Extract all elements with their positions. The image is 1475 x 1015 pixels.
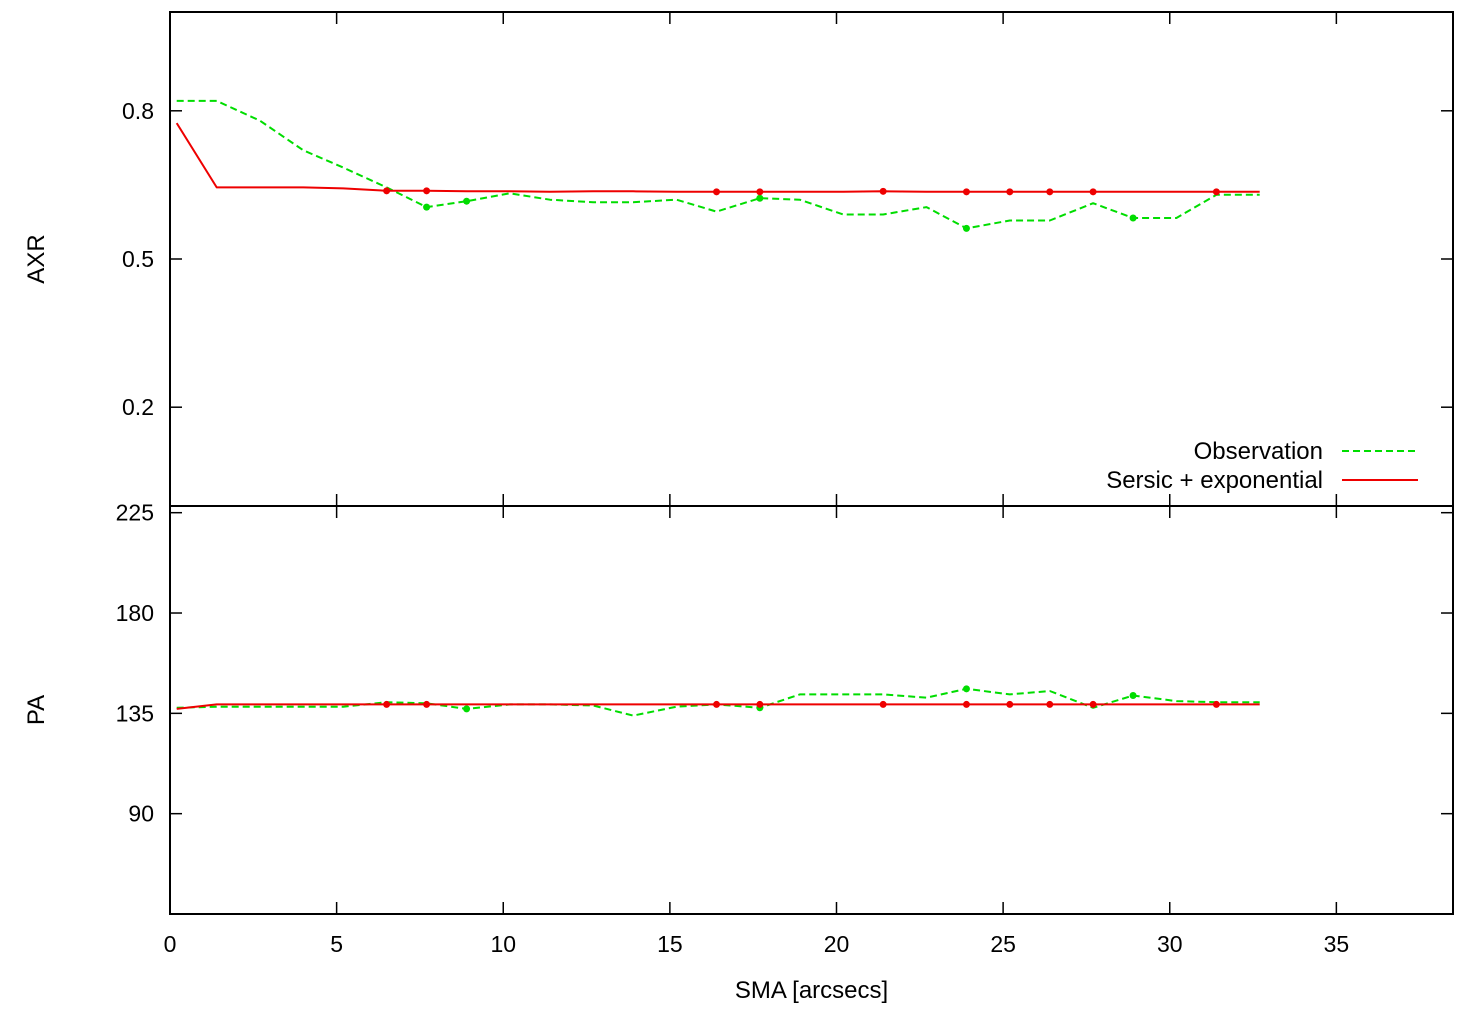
y-tick-label: 135	[116, 700, 154, 726]
y-tick-label: 90	[128, 801, 154, 827]
data-point-sersic-exponential	[1212, 188, 1220, 196]
x-tick-label: 20	[824, 931, 850, 957]
data-point-sersic-exponential	[383, 187, 391, 195]
data-point-observation	[756, 194, 764, 202]
data-point-sersic-exponential	[1006, 188, 1014, 196]
data-point-observation	[423, 203, 431, 211]
y-tick-label: 180	[116, 600, 154, 626]
x-tick-label: 30	[1157, 931, 1183, 957]
series-line-observation	[176, 99, 1260, 230]
data-point-observation	[962, 224, 970, 232]
data-point-sersic-exponential	[1089, 188, 1097, 196]
plot-frame-bottom	[169, 505, 1454, 915]
y-tick-label: 225	[116, 500, 154, 526]
data-point-sersic-exponential	[1006, 700, 1014, 708]
y-tick-label: 0.2	[122, 394, 154, 420]
y-tick-label: 0.8	[122, 98, 154, 124]
series-line-sersic-exponential	[175, 122, 1260, 193]
data-point-observation	[463, 197, 471, 205]
legend-label: Sersic + exponential	[1106, 467, 1323, 494]
data-point-sersic-exponential	[383, 700, 391, 708]
data-point-sersic-exponential	[1046, 700, 1054, 708]
data-point-sersic-exponential	[879, 700, 887, 708]
data-point-sersic-exponential	[423, 187, 431, 195]
data-point-observation	[1129, 692, 1137, 700]
y-axis-title: AXR	[23, 234, 50, 283]
x-axis-title: SMA [arcsecs]	[735, 977, 888, 1004]
x-tick-label: 35	[1324, 931, 1350, 957]
data-point-sersic-exponential	[756, 188, 764, 196]
x-tick-label: 10	[490, 931, 516, 957]
data-point-observation	[962, 685, 970, 693]
data-point-sersic-exponential	[1089, 700, 1097, 708]
x-tick-label: 0	[164, 931, 177, 957]
plot-frame-top	[169, 11, 1454, 507]
y-axis-title: PA	[23, 695, 50, 725]
data-point-sersic-exponential	[962, 700, 970, 708]
data-point-sersic-exponential	[713, 700, 721, 708]
legend-label: Observation	[1194, 438, 1323, 465]
x-tick-label: 25	[990, 931, 1016, 957]
x-tick-label: 5	[330, 931, 343, 957]
y-tick-label: 0.5	[122, 246, 154, 272]
data-point-sersic-exponential	[756, 700, 764, 708]
data-point-sersic-exponential	[713, 188, 721, 196]
data-point-sersic-exponential	[1212, 700, 1220, 708]
data-point-sersic-exponential	[423, 700, 431, 708]
data-point-sersic-exponential	[1046, 188, 1054, 196]
data-point-observation	[1129, 214, 1137, 222]
data-point-sersic-exponential	[962, 188, 970, 196]
data-point-observation	[463, 705, 471, 713]
x-tick-label: 15	[657, 931, 683, 957]
data-point-sersic-exponential	[879, 187, 887, 195]
